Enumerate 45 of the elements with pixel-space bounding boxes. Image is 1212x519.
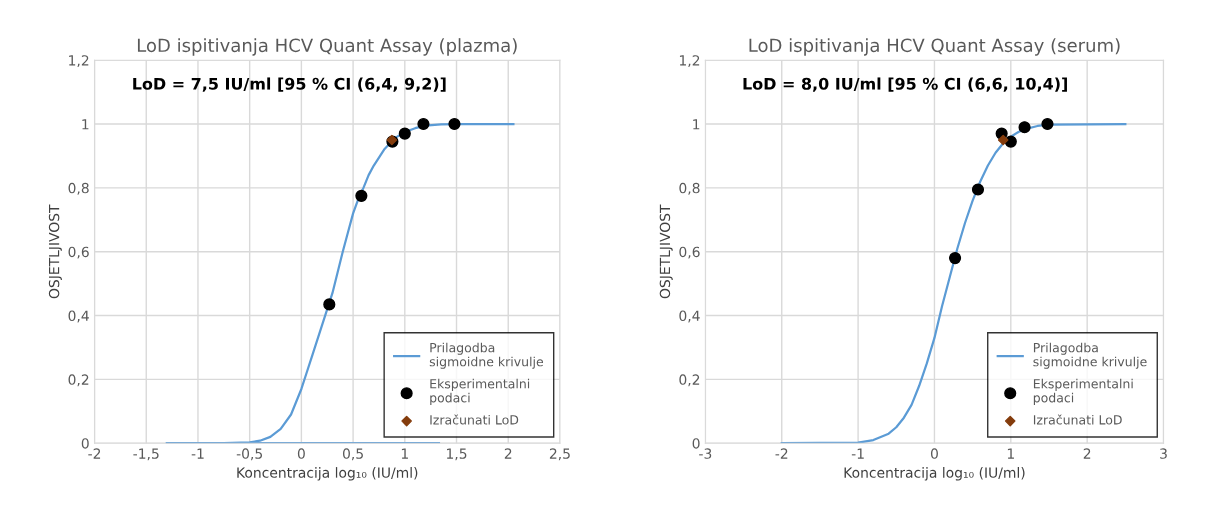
legend-label: Prilagodba sigmoidne krivulje — [429, 342, 544, 369]
x-tick-label: 3 — [1160, 448, 1167, 459]
y-tick-label: 0,4 — [68, 310, 89, 323]
y-tick-label: 0,2 — [68, 374, 89, 387]
y-tick-label: 1 — [82, 119, 89, 130]
y-axis-title: OSJETLJIVOST — [48, 204, 62, 299]
x-axis-title: Koncentracija log₁₀ (IU/ml) — [844, 467, 1025, 481]
chart-title: LoD ispitivanja HCV Quant Assay (plazma) — [137, 38, 517, 56]
y-tick-label: 0 — [81, 438, 89, 449]
y-tick-label: 1,2 — [679, 55, 700, 68]
x-tick-label: 2,5 — [549, 448, 570, 461]
legend-label: Eksperimentalni podaci — [430, 378, 530, 405]
y-tick-label: 1 — [693, 119, 700, 130]
x-tick-label: -1,5 — [133, 448, 159, 461]
x-tick-label: -1 — [191, 448, 204, 459]
legend-label: Eksperimentalni podaci — [1033, 378, 1133, 405]
y-axis-title: OSJETLJIVOST — [659, 204, 673, 299]
x-tick-label: -3 — [699, 448, 712, 459]
y-tick-label: 0,6 — [68, 246, 89, 259]
y-tick-label: 0,8 — [68, 182, 89, 195]
x-tick-label: 0,5 — [342, 448, 363, 461]
x-tick-label: -2 — [775, 448, 788, 459]
x-tick-label: -1 — [851, 448, 864, 459]
legend-label: Prilagodba sigmoidne krivulje — [1033, 342, 1147, 369]
annotation: LoD = 8,0 IU/ml [95 % CI (6,6, 10,4)] — [743, 77, 1067, 92]
annotation: LoD = 7,5 IU/ml [95 % CI (6,4, 9,2)] — [133, 77, 446, 92]
x-tick-label: 0 — [297, 448, 305, 459]
y-tick-label: 0,6 — [679, 246, 700, 259]
y-tick-label: 0 — [692, 438, 700, 449]
y-tick-label: 0,8 — [679, 182, 700, 195]
legend-label: Izračunati LoD — [430, 414, 519, 425]
x-tick-label: -2 — [88, 448, 101, 459]
x-axis-title: Koncentracija log₁₀ (IU/ml) — [237, 467, 418, 481]
y-tick-label: 0,2 — [679, 374, 700, 387]
x-tick-label: 1 — [401, 448, 408, 459]
y-tick-label: 0,4 — [679, 310, 700, 323]
x-tick-label: 0 — [930, 448, 938, 459]
x-tick-label: 1,5 — [447, 448, 467, 461]
x-tick-label: 2 — [1083, 448, 1091, 459]
x-tick-label: -0,5 — [236, 448, 263, 461]
x-tick-label: 2 — [504, 448, 512, 459]
x-tick-label: 1 — [1007, 448, 1014, 459]
legend-label: Izračunati LoD — [1033, 414, 1122, 425]
y-tick-label: 1,2 — [69, 55, 89, 68]
chart-title: LoD ispitivanja HCV Quant Assay (serum) — [749, 38, 1120, 56]
